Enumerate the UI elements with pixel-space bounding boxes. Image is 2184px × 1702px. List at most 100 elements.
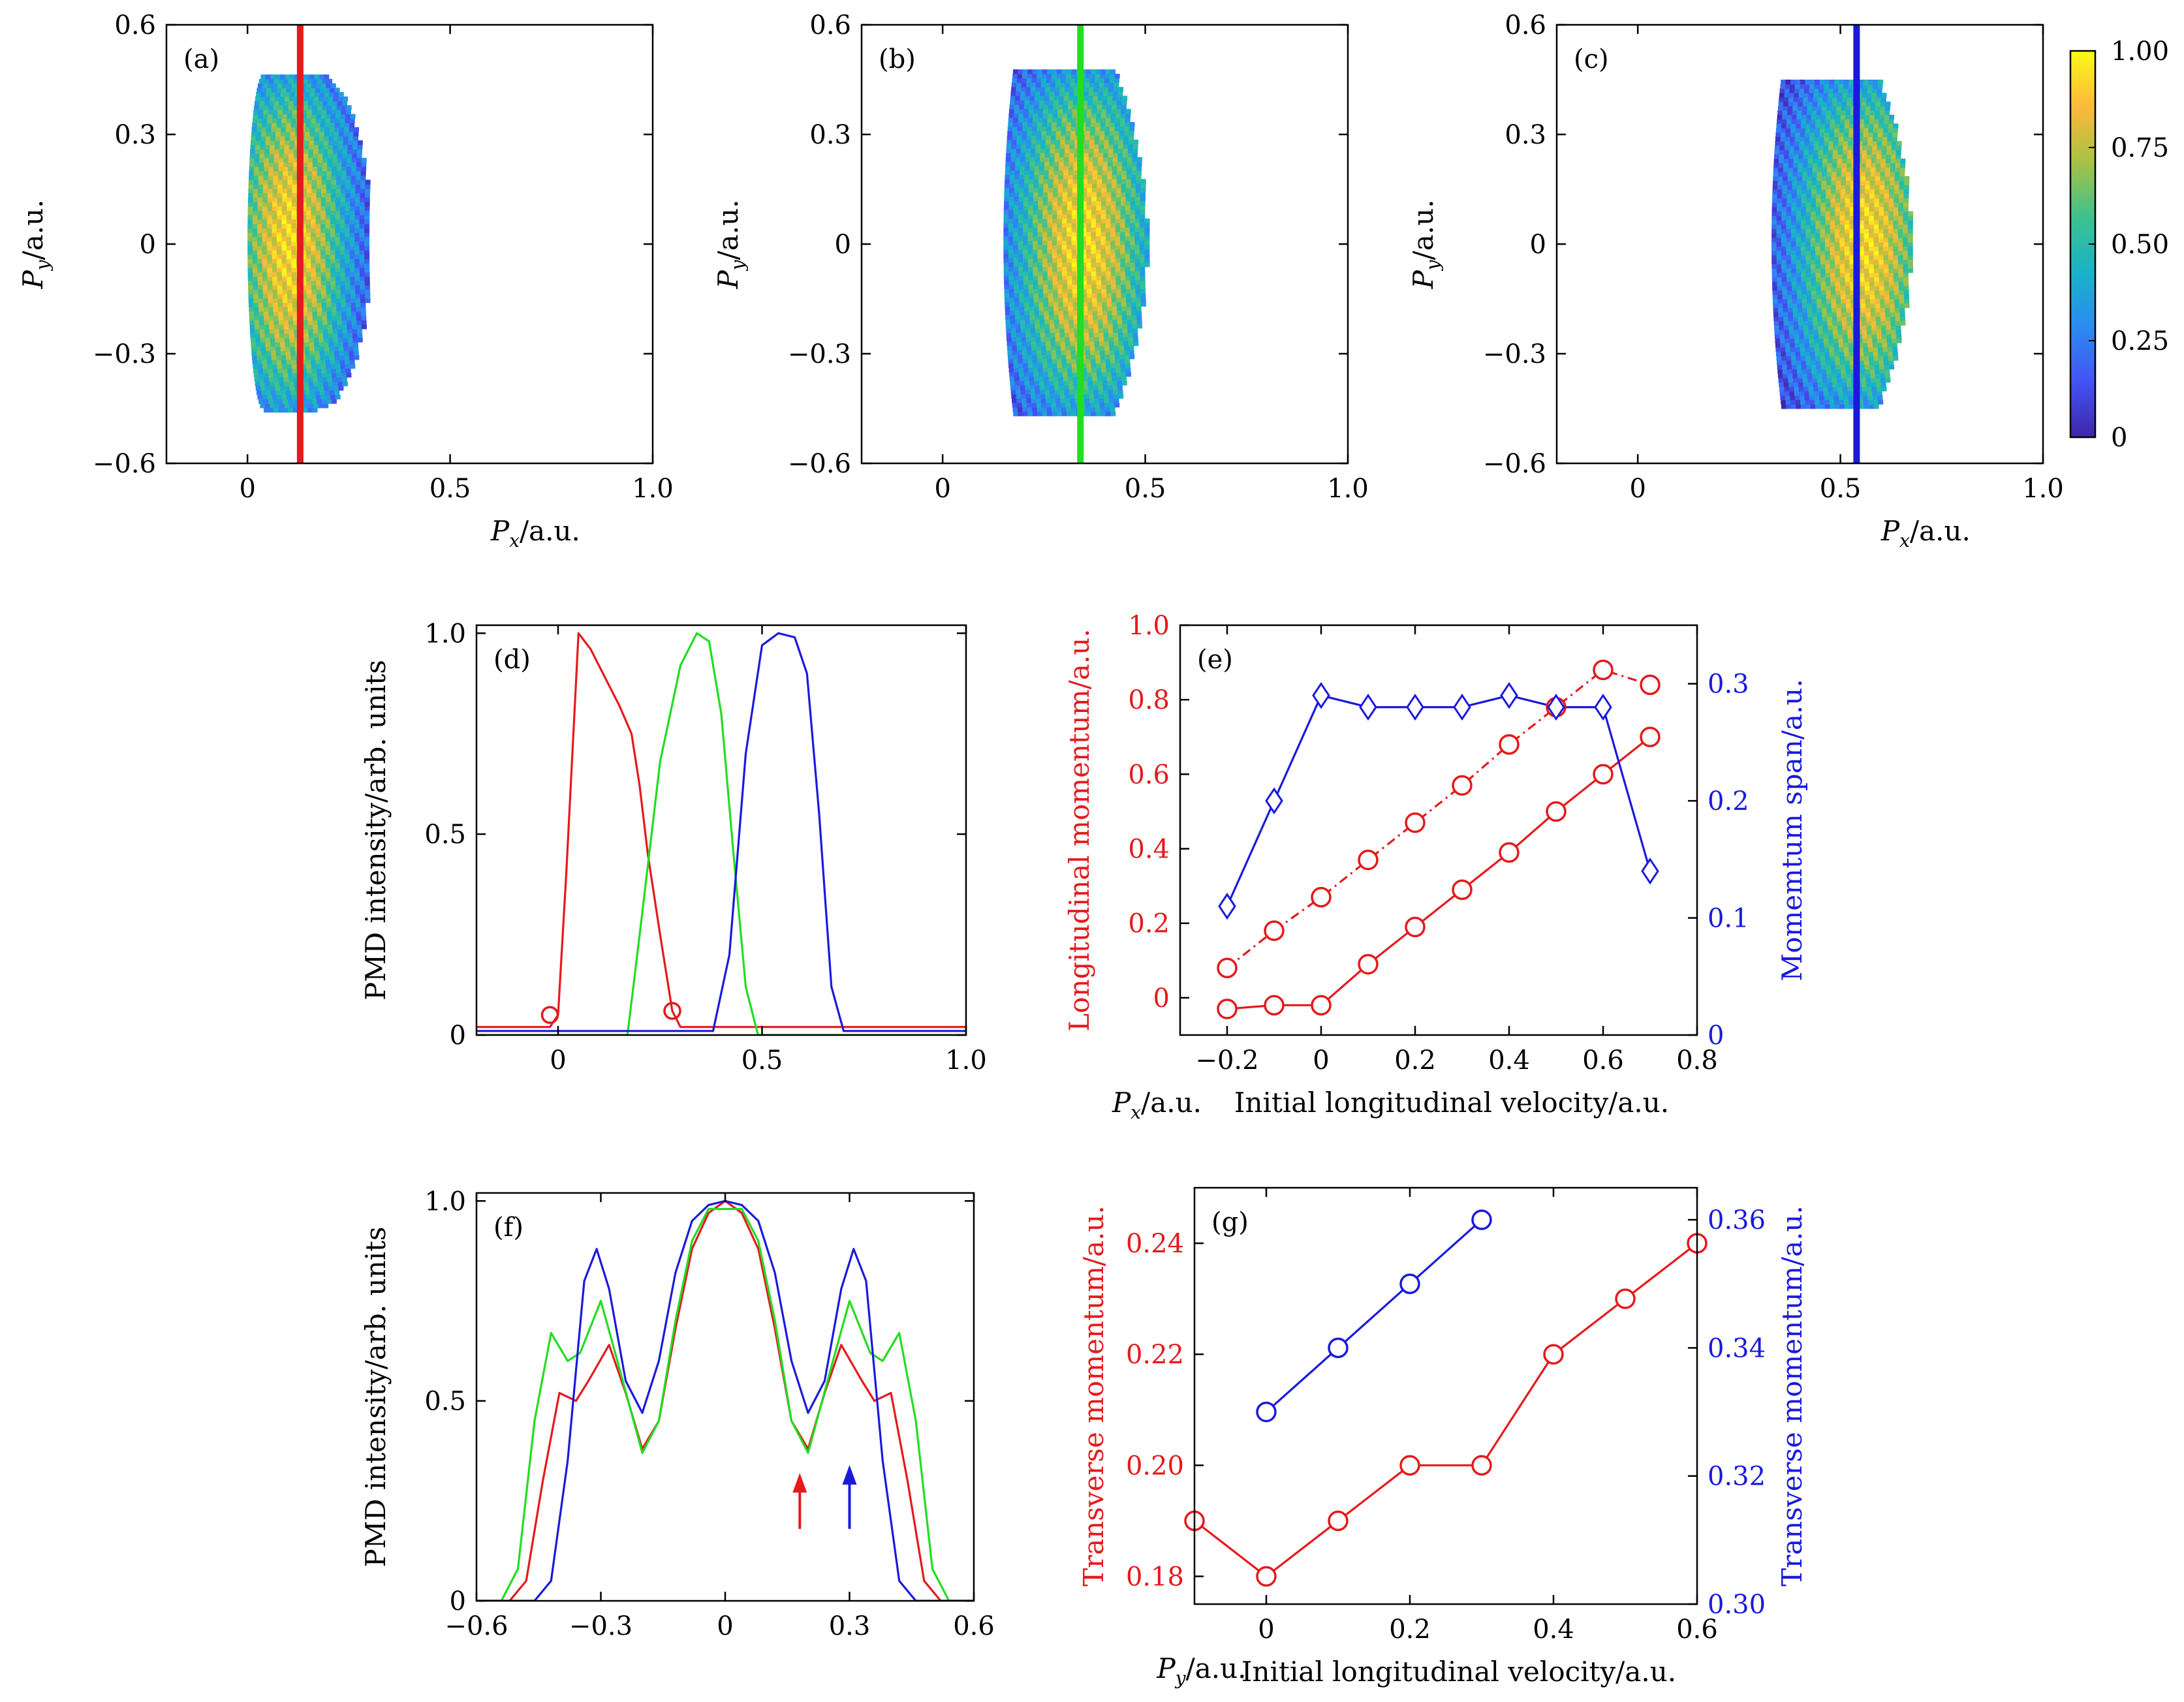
heat-cell	[1033, 288, 1039, 294]
heat-cell	[1033, 376, 1040, 382]
heat-cell	[1822, 386, 1829, 392]
heat-cell	[1004, 187, 1010, 193]
heat-cell	[325, 276, 332, 281]
heat-cell	[1085, 240, 1091, 245]
heat-cell	[1011, 341, 1018, 347]
heat-cell	[278, 311, 284, 317]
heat-cell	[1884, 369, 1890, 374]
heat-cell	[1055, 394, 1061, 399]
heat-cell	[1013, 209, 1019, 215]
heat-cell	[1039, 95, 1045, 101]
heat-cell	[1793, 320, 1799, 326]
heat-cell	[340, 114, 346, 119]
heat-cell	[304, 149, 309, 154]
heat-cell	[260, 144, 266, 149]
heat-cell	[1074, 91, 1080, 97]
heat-cell	[1052, 266, 1058, 272]
heat-cell	[342, 328, 348, 334]
heat-cell	[1084, 341, 1090, 347]
heat-cell	[1047, 236, 1053, 241]
heat-cell	[283, 302, 289, 307]
heat-cell	[1037, 253, 1043, 258]
heat-cell	[268, 368, 273, 373]
heat-cell	[1813, 325, 1818, 330]
heat-cell	[345, 219, 351, 224]
panel-label-b: (b)	[879, 44, 916, 74]
heat-cell	[340, 197, 346, 202]
heat-cell	[1132, 324, 1138, 329]
heat-cell	[1037, 358, 1043, 364]
heat-cell	[311, 188, 317, 194]
heat-cell	[276, 236, 282, 242]
heat-cell	[1018, 249, 1023, 255]
heat-cell	[1112, 179, 1117, 184]
heat-cell	[1087, 108, 1093, 114]
heat-cell	[1101, 284, 1107, 289]
heat-cell	[1053, 170, 1059, 176]
heat-cell	[1035, 385, 1040, 390]
heat-cell	[1061, 258, 1067, 263]
heat-cell	[258, 294, 264, 299]
heat-cell	[1781, 281, 1787, 286]
heat-cell	[359, 228, 365, 233]
heat-cell	[1807, 303, 1813, 309]
heat-cell	[1053, 100, 1059, 105]
heat-cell	[320, 267, 326, 273]
heat-cell	[337, 144, 343, 149]
heat-cell	[1106, 187, 1112, 193]
heat-cell	[302, 311, 308, 317]
heat-cell	[267, 206, 273, 211]
heat-cell	[1798, 330, 1804, 335]
heat-cell	[1031, 131, 1037, 136]
heat-cell	[1125, 240, 1131, 245]
heat-cell	[1821, 369, 1827, 374]
heat-cell	[1084, 148, 1089, 153]
heat-cell	[1134, 245, 1140, 250]
heat-cell	[268, 302, 273, 307]
heat-cell	[326, 298, 332, 303]
heat-cell	[268, 188, 273, 194]
heat-cell	[1890, 325, 1896, 330]
heat-cell	[1126, 170, 1132, 176]
heat-cell	[1840, 294, 1847, 300]
heat-cell	[1024, 174, 1030, 179]
heat-cell	[272, 193, 278, 198]
heat-cell	[1037, 240, 1043, 245]
heat-cell	[1023, 187, 1029, 193]
heat-cell	[1136, 170, 1142, 176]
heat-cell	[286, 228, 292, 233]
heat-cell	[304, 144, 309, 149]
heat-cell	[1099, 394, 1104, 399]
heat-cell	[1033, 297, 1039, 303]
heat-cell	[1135, 187, 1141, 193]
heat-cell	[350, 364, 356, 369]
heat-cell	[1093, 95, 1099, 101]
heat-cell	[1115, 218, 1121, 224]
heat-cell	[258, 399, 264, 404]
heat-cell	[1777, 294, 1783, 300]
heat-cell	[310, 123, 316, 128]
heat-cell	[1060, 398, 1066, 403]
heat-cell	[1812, 316, 1818, 322]
heat-cell	[1140, 258, 1146, 263]
heat-cell	[304, 403, 309, 409]
heat-cell	[1119, 358, 1125, 364]
heat-cell	[287, 197, 292, 202]
heat-cell	[1061, 358, 1067, 364]
heat-cell	[1884, 294, 1890, 300]
heat-cell	[1835, 259, 1841, 264]
heat-cell	[350, 206, 356, 211]
heat-cell	[1903, 255, 1909, 260]
heat-cell	[1132, 328, 1138, 333]
heat-cell	[354, 223, 360, 228]
heat-cell	[291, 249, 297, 255]
heat-cell	[1057, 363, 1063, 368]
heat-cell	[1059, 161, 1065, 166]
heat-cell	[1807, 377, 1813, 383]
heat-cell	[1842, 325, 1848, 330]
heat-cell	[262, 236, 268, 242]
heat-cell	[1022, 358, 1028, 364]
heat-cell	[1041, 131, 1047, 136]
heat-cell	[1115, 284, 1121, 289]
heat-cell	[330, 394, 336, 400]
